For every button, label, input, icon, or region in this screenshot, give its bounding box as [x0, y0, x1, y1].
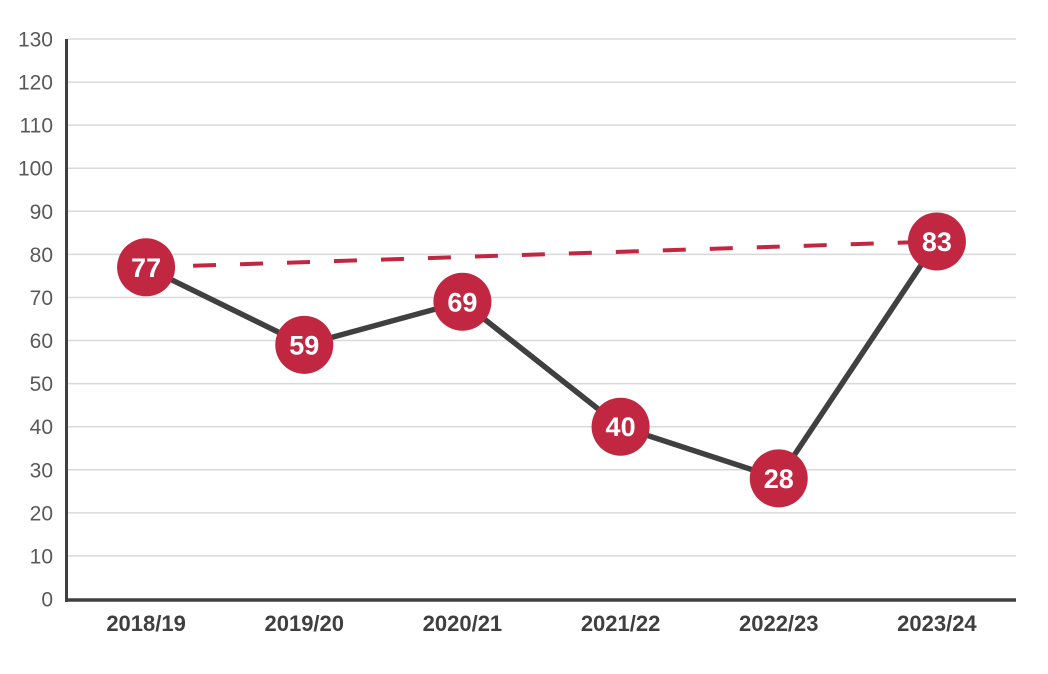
data-point [749, 449, 808, 508]
y-tick-label: 60 [30, 330, 53, 353]
y-tick-label: 130 [18, 29, 53, 52]
trend-dashed-line [146, 239, 937, 270]
y-tick-label: 120 [18, 72, 53, 95]
data-point-label: 69 [447, 287, 477, 317]
x-tick-label: 2018/19 [106, 611, 186, 636]
data-point-label: 83 [922, 227, 952, 257]
y-tick-label: 30 [30, 459, 53, 482]
x-tick-label: 2022/23 [739, 611, 819, 636]
x-tick-label: 2019/20 [264, 611, 344, 636]
data-point-label: 77 [131, 253, 161, 283]
y-tick-label: 50 [30, 373, 53, 396]
y-tick-label: 20 [30, 502, 53, 525]
y-tick-label: 40 [30, 416, 53, 439]
data-point [591, 397, 650, 456]
data-point [117, 238, 176, 297]
y-tick-label: 70 [30, 287, 53, 310]
data-point-label: 40 [606, 412, 636, 442]
y-tick-label: 80 [30, 244, 53, 267]
data-point-label: 28 [764, 464, 794, 494]
y-tick-label: 0 [41, 589, 53, 612]
data-point [433, 272, 492, 331]
y-tick-label: 100 [18, 158, 53, 181]
y-tick-label: 90 [30, 201, 53, 224]
x-tick-label: 2021/22 [581, 611, 661, 636]
x-tick-label: 2023/24 [897, 611, 977, 636]
data-line [143, 238, 940, 482]
y-tick-label: 110 [20, 115, 53, 138]
data-point [275, 315, 334, 374]
data-point [907, 212, 966, 271]
y-tick-label: 10 [30, 545, 53, 568]
x-tick-label: 2020/21 [423, 611, 503, 636]
data-point-label: 59 [289, 330, 319, 360]
